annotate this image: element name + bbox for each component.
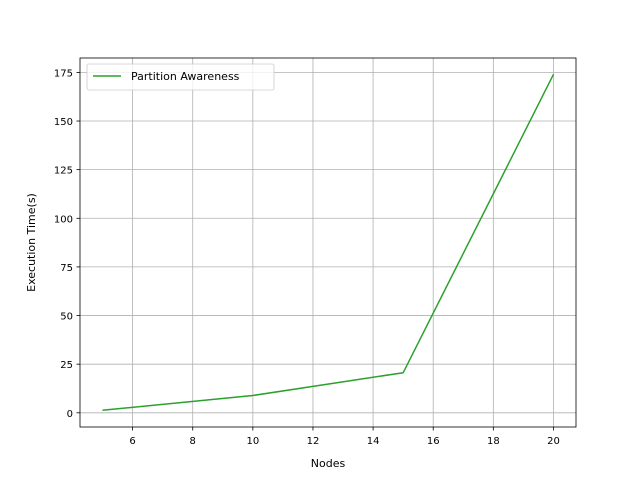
series-layer xyxy=(102,73,555,412)
y-tick-label: 50 xyxy=(60,312,73,323)
y-tick-label: 100 xyxy=(54,214,73,225)
grid-lines xyxy=(80,58,576,427)
legend-box xyxy=(86,63,275,91)
legend-label-partition-awareness: Partition Awareness xyxy=(131,70,240,83)
y-axis-label: Execution Time(s) xyxy=(25,193,38,292)
plot-background xyxy=(80,58,576,427)
x-tick-label: 14 xyxy=(367,436,380,447)
plot-frame xyxy=(79,57,577,428)
x-tick-label: 16 xyxy=(427,436,440,447)
series-line-partition-awareness xyxy=(102,73,555,412)
x-tick-label: 10 xyxy=(246,436,259,447)
legend: Partition Awareness xyxy=(86,63,275,91)
x-tick-label: 18 xyxy=(487,436,500,447)
y-tick-label: 150 xyxy=(54,117,73,128)
y-tick-label: 0 xyxy=(67,409,73,420)
y-tick-label: 125 xyxy=(54,166,73,177)
x-tick-label: 20 xyxy=(547,436,560,447)
x-axis-ticks: 6 8 10 12 14 16 18 20 xyxy=(129,427,560,447)
x-tick-label: 6 xyxy=(129,436,135,447)
y-tick-label: 25 xyxy=(60,360,73,371)
y-axis-ticks: 0 25 50 75 100 125 150 175 xyxy=(54,68,80,420)
x-tick-label: 8 xyxy=(190,436,196,447)
y-tick-label: 75 xyxy=(60,263,73,274)
x-axis-label: Nodes xyxy=(311,457,346,470)
x-tick-label: 12 xyxy=(307,436,320,447)
y-tick-label: 175 xyxy=(54,68,73,79)
